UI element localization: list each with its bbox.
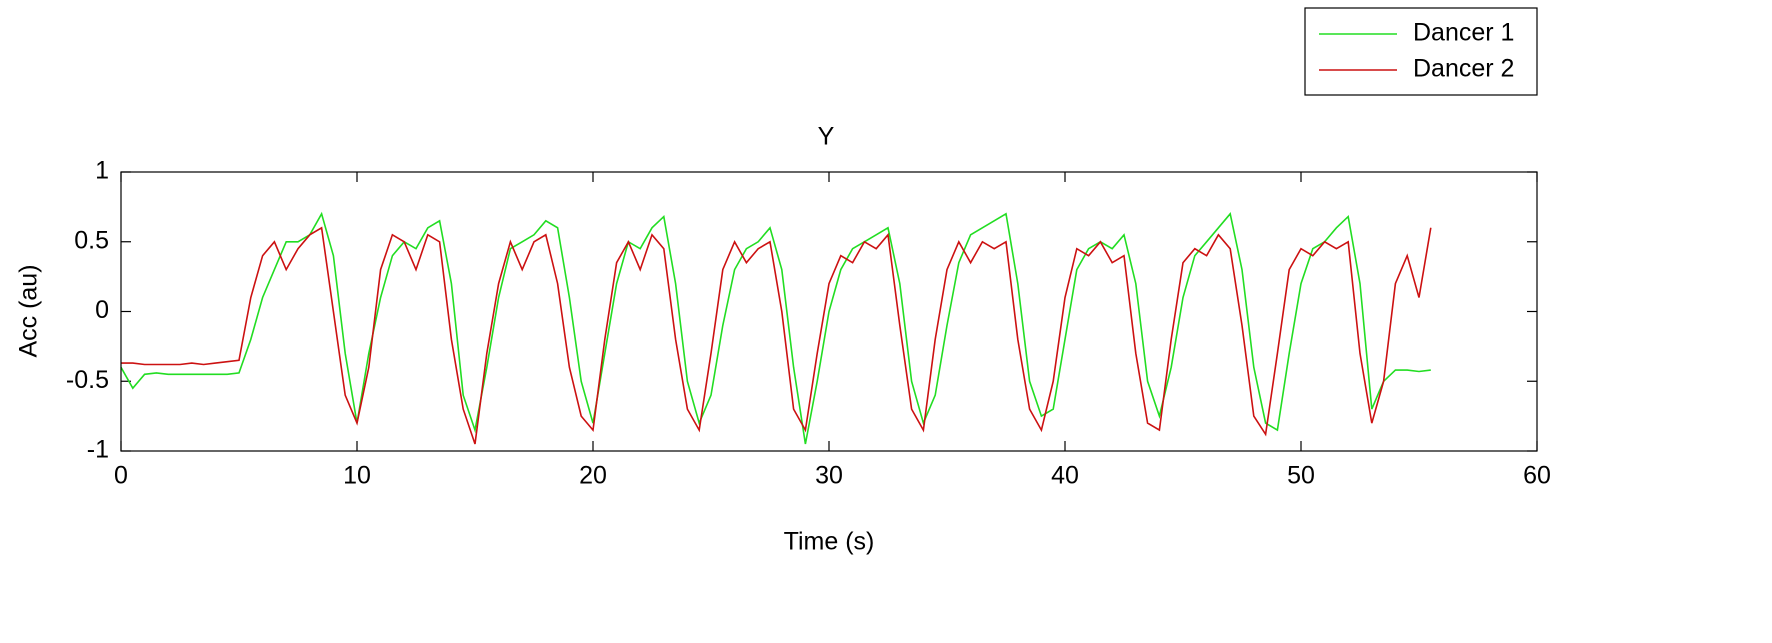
- y-axis-label: Acc (au): [15, 264, 43, 357]
- plot-frame: [120, 171, 1538, 452]
- y-tick-label: 1: [95, 157, 109, 185]
- x-tick-label: 50: [1287, 462, 1315, 490]
- chart-title: Y: [818, 123, 835, 151]
- x-tick-label: 10: [343, 462, 371, 490]
- legend-box: [1304, 7, 1538, 96]
- y-tick-label: 0: [95, 296, 109, 324]
- legend-label: Dancer 1: [1413, 19, 1514, 47]
- x-tick-label: 60: [1523, 462, 1551, 490]
- y-tick-label: -0.5: [66, 366, 109, 394]
- y-tick-label: -1: [87, 436, 109, 464]
- x-tick-label: 40: [1051, 462, 1079, 490]
- x-tick-label: 20: [579, 462, 607, 490]
- data-line: [121, 226, 1432, 445]
- data-line: [120, 211, 1431, 445]
- x-tick-label: 30: [815, 462, 843, 490]
- legend-label: Dancer 2: [1413, 55, 1514, 83]
- x-axis-label: Time (s): [784, 528, 875, 556]
- y-tick-label: 0.5: [74, 226, 109, 254]
- x-tick-label: 0: [114, 462, 128, 490]
